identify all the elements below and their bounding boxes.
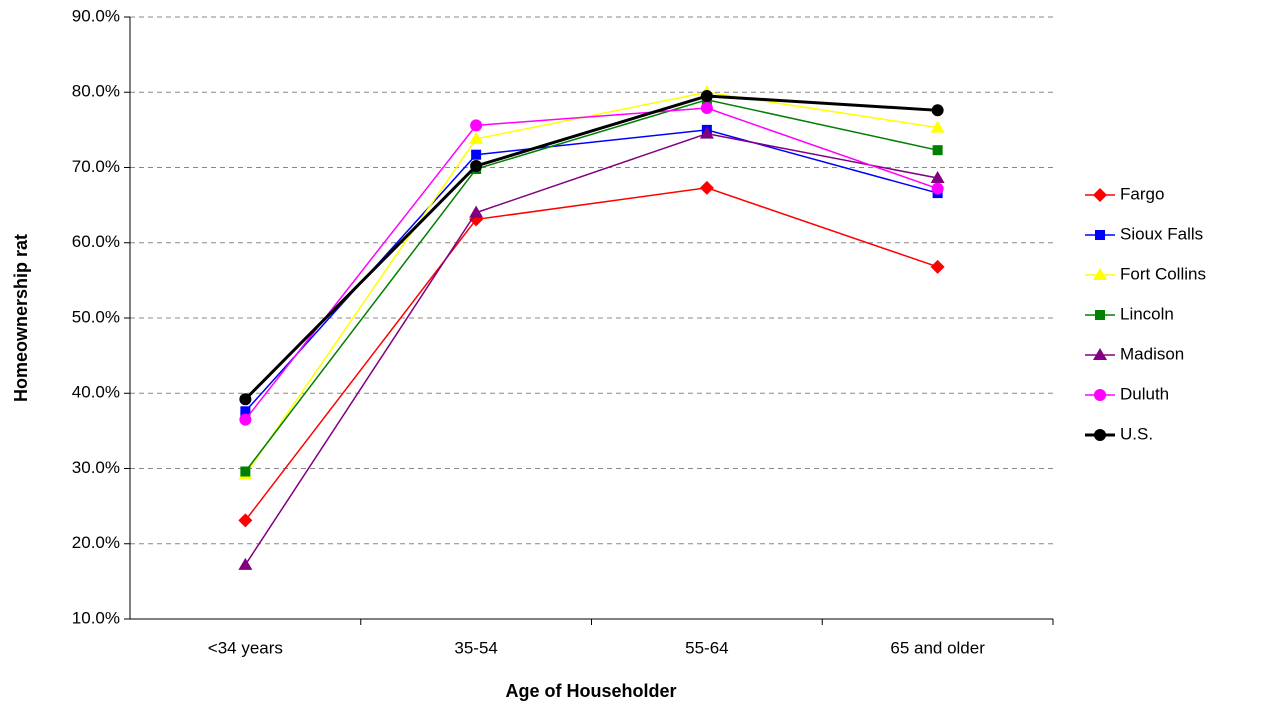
x-tick-label: 65 and older	[890, 638, 985, 657]
marker	[1093, 188, 1107, 202]
series	[239, 90, 944, 406]
marker	[469, 205, 484, 218]
series-line	[244, 129, 938, 412]
series-line	[244, 187, 938, 521]
y-tick-label: 30.0%	[72, 458, 120, 477]
marker	[1095, 310, 1105, 320]
marker	[239, 413, 252, 426]
y-axis-title: Homeownership rat	[11, 234, 31, 402]
marker	[238, 557, 253, 570]
series	[239, 102, 944, 426]
marker	[238, 513, 253, 528]
marker	[930, 120, 945, 133]
x-tick-label: <34 years	[208, 638, 283, 657]
marker	[931, 104, 944, 117]
x-axis-title: Age of Householder	[505, 681, 676, 701]
marker	[471, 149, 482, 160]
series-line	[244, 99, 938, 472]
series	[240, 94, 943, 477]
marker	[470, 119, 483, 132]
legend-label: Duluth	[1120, 384, 1169, 403]
legend-label: Fargo	[1120, 184, 1164, 203]
y-tick-label: 20.0%	[72, 533, 120, 552]
series-line	[244, 91, 938, 475]
legend-label: Fort Collins	[1120, 264, 1206, 283]
marker	[1095, 230, 1105, 240]
y-tick-label: 90.0%	[72, 6, 120, 25]
series	[238, 126, 945, 570]
series-line	[244, 132, 938, 566]
y-tick-label: 50.0%	[72, 307, 120, 326]
legend-label: U.S.	[1120, 424, 1153, 443]
marker	[240, 466, 251, 477]
y-tick-label: 80.0%	[72, 82, 120, 101]
series-line	[244, 107, 938, 421]
marker	[931, 182, 944, 195]
x-tick-label: 55-64	[685, 638, 728, 657]
marker	[469, 131, 484, 144]
marker	[1093, 348, 1107, 360]
marker	[700, 102, 713, 115]
legend-label: Madison	[1120, 344, 1184, 363]
series	[238, 180, 945, 528]
marker	[240, 406, 251, 417]
series	[238, 85, 945, 480]
marker	[1093, 268, 1107, 280]
marker	[699, 180, 714, 195]
y-tick-label: 10.0%	[72, 608, 120, 627]
marker	[930, 171, 945, 184]
marker	[1094, 429, 1106, 441]
marker	[1094, 389, 1106, 401]
marker	[700, 90, 713, 103]
series	[240, 124, 943, 417]
legend-label: Lincoln	[1120, 304, 1174, 323]
legend-label: Sioux Falls	[1120, 224, 1203, 243]
series-line	[244, 94, 938, 401]
marker	[930, 259, 945, 274]
y-tick-label: 70.0%	[72, 157, 120, 176]
x-tick-label: 35-54	[454, 638, 497, 657]
y-tick-label: 40.0%	[72, 383, 120, 402]
marker	[932, 145, 943, 156]
marker	[239, 393, 252, 406]
marker	[470, 159, 483, 172]
marker	[699, 126, 714, 139]
y-tick-label: 60.0%	[72, 232, 120, 251]
